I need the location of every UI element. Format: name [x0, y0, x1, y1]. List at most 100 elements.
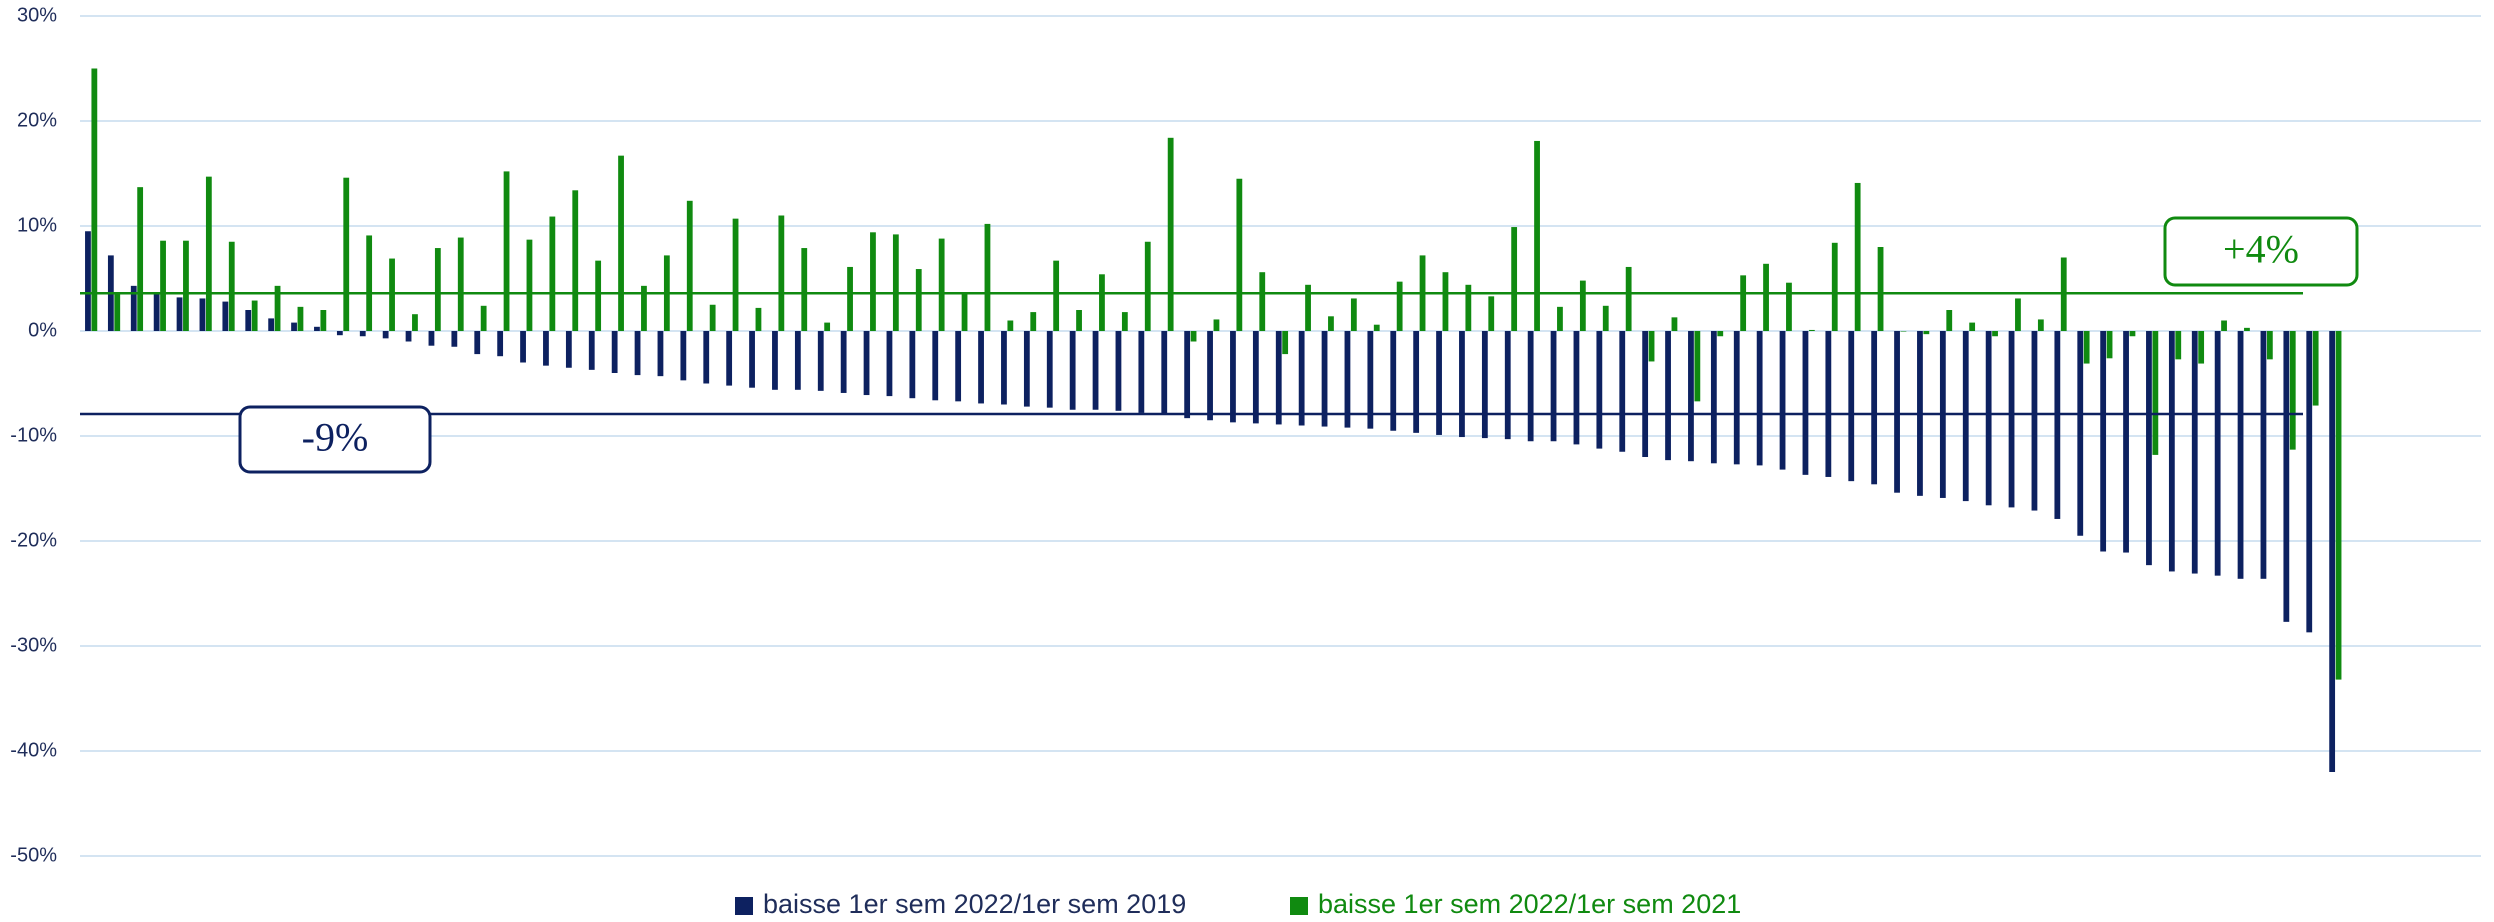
bar	[2306, 331, 2313, 633]
bar	[1894, 331, 1900, 493]
bar	[1527, 331, 1534, 442]
bar	[2031, 331, 2038, 511]
bar	[588, 331, 595, 370]
bar	[657, 331, 664, 377]
bar	[978, 331, 984, 404]
legend-label: baisse 1er sem 2022/1er sem 2019	[763, 889, 1186, 919]
bar	[886, 331, 893, 397]
bar	[245, 310, 252, 331]
bar	[1321, 331, 1328, 427]
bar	[405, 331, 412, 342]
bar	[1504, 331, 1511, 440]
bar	[343, 177, 350, 331]
bar	[199, 298, 206, 331]
bar	[2152, 331, 2159, 455]
bar	[1488, 296, 1495, 331]
bar	[565, 331, 572, 368]
bar	[794, 331, 801, 390]
bar	[2260, 331, 2267, 579]
bar	[314, 326, 320, 331]
bar	[984, 223, 991, 331]
bar	[915, 269, 922, 331]
bar	[183, 240, 189, 331]
bar	[1802, 331, 1809, 475]
bar	[709, 304, 716, 331]
bar	[297, 306, 304, 331]
bar	[497, 331, 504, 357]
y-tick-label: -30%	[10, 634, 57, 656]
annotation-box	[238, 405, 432, 474]
bar	[817, 331, 824, 391]
annotation-label: +4%	[2223, 227, 2299, 272]
bar	[1511, 227, 1518, 331]
bar	[1550, 331, 1557, 442]
y-tick-label: -50%	[10, 844, 57, 866]
bar	[359, 331, 366, 337]
bar	[1213, 319, 1220, 331]
bar	[1946, 310, 1953, 331]
bar	[1854, 182, 1861, 331]
bar	[503, 171, 510, 331]
bar	[366, 235, 373, 331]
bar	[1076, 310, 1082, 331]
bar	[1161, 331, 1168, 414]
bar	[160, 240, 166, 331]
bar	[749, 331, 755, 388]
legend-label: baisse 1er sem 2022/1er sem 2021	[1318, 889, 1741, 919]
bar	[1665, 331, 1671, 461]
bar	[641, 285, 647, 331]
bar	[1900, 331, 1907, 332]
bar	[863, 331, 870, 396]
legend-swatch	[735, 897, 753, 915]
bar	[137, 187, 144, 331]
bar	[1092, 331, 1099, 410]
bar	[2008, 331, 2015, 508]
bar	[1007, 320, 1014, 331]
bar	[1848, 331, 1855, 482]
bar	[1115, 331, 1122, 411]
bar	[2312, 331, 2319, 406]
bar	[2054, 331, 2061, 519]
bar	[2168, 331, 2175, 572]
bar	[1099, 274, 1105, 331]
bar	[611, 331, 618, 373]
bar	[772, 331, 778, 390]
bar	[130, 285, 137, 331]
bar	[955, 331, 962, 402]
bar	[2198, 331, 2205, 364]
bar	[251, 300, 258, 331]
y-tick-label: 10%	[17, 214, 57, 236]
bar	[2015, 298, 2021, 331]
bar	[2283, 331, 2290, 622]
bar	[2244, 327, 2250, 331]
bar	[1969, 322, 1976, 331]
bar	[686, 200, 693, 331]
bar	[1786, 282, 1792, 331]
bar	[1442, 272, 1449, 331]
bar	[1328, 316, 1334, 331]
bar	[1046, 331, 1053, 408]
bar	[1962, 331, 1969, 502]
bar	[1121, 312, 1128, 331]
bar	[1465, 284, 1472, 331]
bar	[1648, 331, 1655, 362]
bar	[1001, 331, 1007, 405]
bar	[1756, 331, 1763, 466]
bar	[474, 331, 481, 355]
bar	[961, 292, 968, 331]
bar	[1733, 331, 1740, 465]
bar	[801, 248, 808, 331]
bar	[755, 307, 762, 331]
bar	[1053, 260, 1060, 331]
bar	[176, 297, 183, 331]
bar	[680, 331, 687, 381]
bar	[1985, 331, 1992, 506]
bar	[1717, 331, 1724, 337]
bar	[1763, 263, 1769, 331]
bar	[2221, 320, 2227, 331]
bar	[2191, 331, 2198, 574]
bar	[1808, 329, 1815, 331]
bar	[1642, 331, 1649, 457]
bar	[1481, 331, 1488, 439]
